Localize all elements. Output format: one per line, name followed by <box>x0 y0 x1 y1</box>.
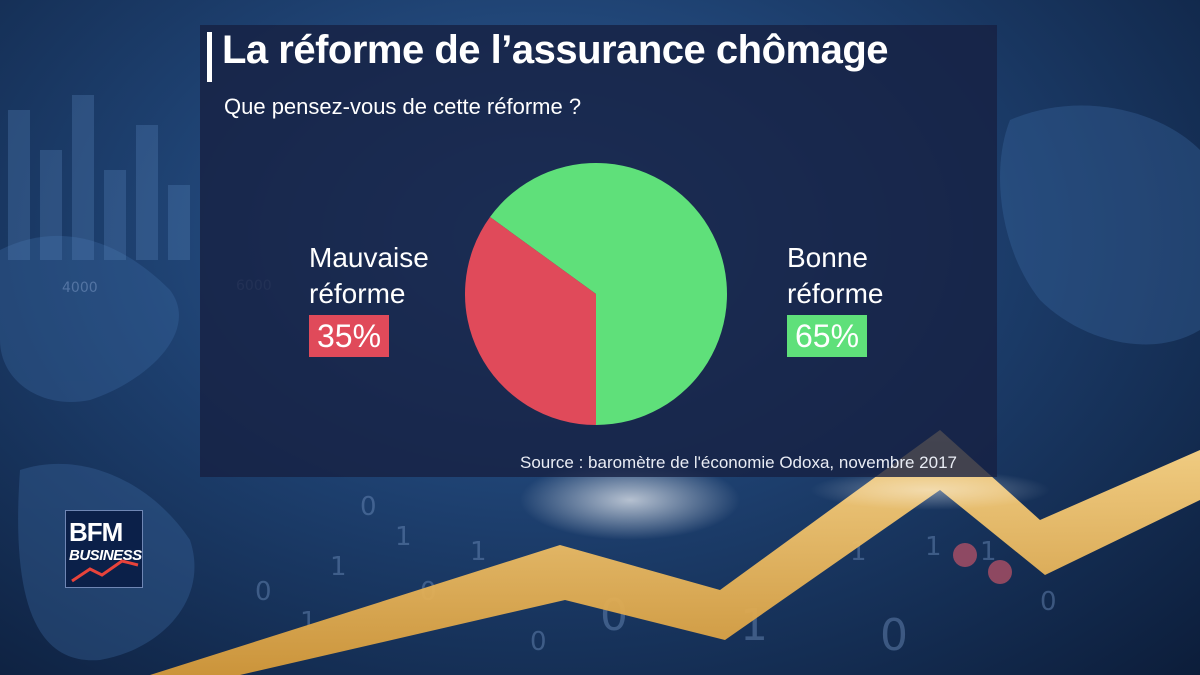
world-map-shapes <box>0 105 1200 661</box>
label-mauvaise-reforme: Mauvaise réforme <box>309 240 509 312</box>
pie-chart <box>465 163 727 425</box>
svg-text:4000: 4000 <box>62 280 98 296</box>
svg-text:0: 0 <box>1040 587 1057 617</box>
svg-text:1: 1 <box>470 537 487 567</box>
light-glow <box>520 460 740 540</box>
svg-text:1: 1 <box>925 532 942 562</box>
value-label-bonne-reforme: 65% <box>787 315 868 357</box>
svg-text:1: 1 <box>980 537 997 567</box>
label-bonne-line-1: Bonne <box>787 242 868 273</box>
svg-text:1: 1 <box>395 522 412 552</box>
svg-text:0: 0 <box>360 492 377 522</box>
logo-trend-icon <box>71 559 139 583</box>
svg-text:0: 0 <box>255 577 272 607</box>
chart-title: La réforme de l’assurance chômage <box>222 28 889 72</box>
value-label-mauvaise-reforme: 35% <box>309 315 390 357</box>
label-bonne-line-2: réforme <box>787 278 884 309</box>
logo-text-business: BUSINESS <box>69 547 142 564</box>
logo-text-bfm: BFM <box>69 517 123 547</box>
svg-text:0: 0 <box>530 627 547 657</box>
label-mauvaise-line-1: Mauvaise <box>309 242 429 273</box>
pie-slice-mauvaise-reforme <box>465 217 596 425</box>
source-note: Source : baromètre de l'économie Odoxa, … <box>520 453 957 472</box>
chart-subtitle: Que pensez-vous de cette réforme ? <box>224 94 582 119</box>
pie-slice-bonne-reforme <box>490 163 727 425</box>
label-bonne-reforme: Bonne réforme <box>787 240 987 312</box>
bfm-business-logo: BFM BUSINESS <box>65 510 143 588</box>
svg-text:1: 1 <box>330 552 347 582</box>
svg-text:0: 0 <box>880 610 908 661</box>
title-accent-bar <box>207 32 212 82</box>
label-mauvaise-line-2: réforme <box>309 278 406 309</box>
background-bars <box>8 95 190 260</box>
